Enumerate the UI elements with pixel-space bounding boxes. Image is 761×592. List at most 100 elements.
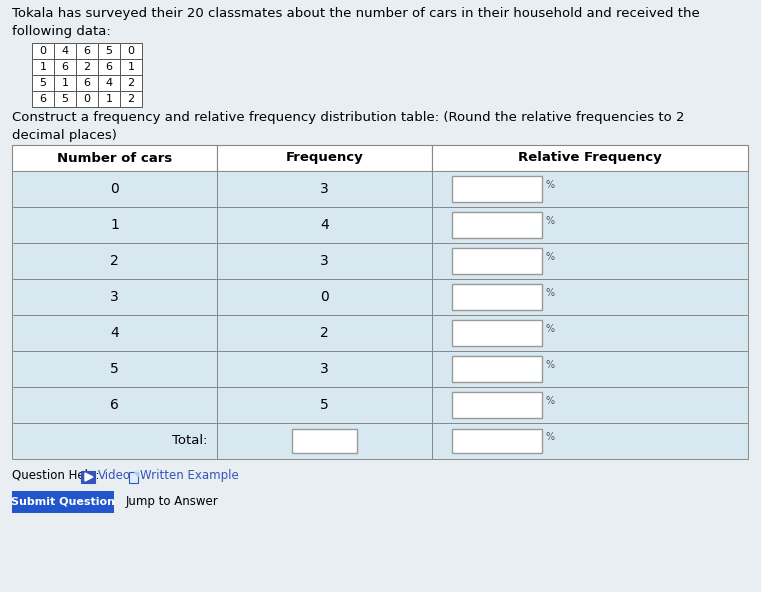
Text: Frequency: Frequency bbox=[285, 152, 363, 165]
Bar bbox=[217, 279, 432, 315]
Bar bbox=[98, 59, 120, 75]
Text: %: % bbox=[545, 432, 554, 442]
Bar bbox=[120, 43, 142, 59]
Polygon shape bbox=[134, 472, 138, 476]
Bar bbox=[217, 387, 432, 423]
Bar bbox=[292, 429, 357, 453]
Bar bbox=[217, 351, 432, 387]
Text: 1: 1 bbox=[106, 94, 113, 104]
Text: 5: 5 bbox=[110, 362, 119, 376]
Bar bbox=[12, 243, 217, 279]
Text: %: % bbox=[545, 324, 554, 334]
Text: Video: Video bbox=[98, 469, 131, 482]
Bar bbox=[32, 43, 54, 59]
Bar bbox=[98, 75, 120, 91]
Text: 6: 6 bbox=[110, 398, 119, 412]
Bar bbox=[432, 351, 748, 387]
Bar bbox=[452, 212, 542, 238]
Text: Tokala has surveyed their 20 classmates about the number of cars in their househ: Tokala has surveyed their 20 classmates … bbox=[12, 7, 700, 38]
Text: 4: 4 bbox=[320, 218, 329, 232]
Text: Number of cars: Number of cars bbox=[57, 152, 172, 165]
Bar bbox=[452, 284, 542, 310]
Bar bbox=[54, 91, 76, 107]
Text: 6: 6 bbox=[106, 62, 113, 72]
Text: 5: 5 bbox=[62, 94, 68, 104]
Bar bbox=[12, 279, 217, 315]
Bar bbox=[217, 145, 432, 171]
Text: 0: 0 bbox=[40, 46, 46, 56]
Text: 5: 5 bbox=[40, 78, 46, 88]
Bar bbox=[12, 171, 217, 207]
Text: 3: 3 bbox=[320, 254, 329, 268]
Bar bbox=[54, 75, 76, 91]
Bar bbox=[12, 491, 114, 513]
Bar bbox=[217, 243, 432, 279]
Bar bbox=[452, 176, 542, 202]
Text: %: % bbox=[545, 288, 554, 298]
Bar bbox=[432, 279, 748, 315]
Text: 1: 1 bbox=[40, 62, 46, 72]
Text: Relative Frequency: Relative Frequency bbox=[518, 152, 662, 165]
Bar bbox=[98, 43, 120, 59]
Bar bbox=[12, 207, 217, 243]
Bar bbox=[120, 75, 142, 91]
Bar bbox=[81, 471, 95, 483]
Bar bbox=[32, 59, 54, 75]
Text: Written Example: Written Example bbox=[140, 469, 239, 482]
Text: 6: 6 bbox=[40, 94, 46, 104]
Bar bbox=[12, 423, 217, 459]
Bar bbox=[217, 315, 432, 351]
Bar bbox=[12, 387, 217, 423]
Bar bbox=[432, 423, 748, 459]
Text: 4: 4 bbox=[62, 46, 68, 56]
Bar bbox=[452, 248, 542, 274]
Text: 2: 2 bbox=[110, 254, 119, 268]
Bar bbox=[432, 243, 748, 279]
Bar bbox=[432, 145, 748, 171]
Bar bbox=[12, 145, 217, 171]
Text: 0: 0 bbox=[320, 290, 329, 304]
Bar bbox=[129, 472, 138, 483]
Text: 1: 1 bbox=[62, 78, 68, 88]
Text: %: % bbox=[545, 396, 554, 406]
Bar bbox=[54, 43, 76, 59]
Bar bbox=[120, 59, 142, 75]
Bar bbox=[76, 59, 98, 75]
Text: 4: 4 bbox=[110, 326, 119, 340]
Bar bbox=[98, 91, 120, 107]
Text: 3: 3 bbox=[320, 362, 329, 376]
Text: %: % bbox=[545, 216, 554, 226]
Bar bbox=[217, 207, 432, 243]
Bar bbox=[217, 423, 432, 459]
Text: 2: 2 bbox=[127, 94, 135, 104]
Bar bbox=[32, 75, 54, 91]
Text: Construct a frequency and relative frequency distribution table: (Round the rela: Construct a frequency and relative frequ… bbox=[12, 111, 684, 142]
Text: Total:: Total: bbox=[171, 435, 207, 448]
Text: 0: 0 bbox=[110, 182, 119, 196]
Text: 6: 6 bbox=[84, 46, 91, 56]
Bar bbox=[76, 91, 98, 107]
Polygon shape bbox=[85, 473, 93, 481]
Text: 4: 4 bbox=[106, 78, 113, 88]
Text: 6: 6 bbox=[84, 78, 91, 88]
Bar bbox=[452, 429, 542, 453]
Text: 5: 5 bbox=[320, 398, 329, 412]
Bar bbox=[432, 315, 748, 351]
Text: 2: 2 bbox=[84, 62, 91, 72]
Bar bbox=[12, 315, 217, 351]
Bar bbox=[452, 392, 542, 418]
Bar bbox=[432, 171, 748, 207]
Text: 2: 2 bbox=[127, 78, 135, 88]
Bar bbox=[217, 171, 432, 207]
Bar bbox=[452, 356, 542, 382]
Text: 3: 3 bbox=[320, 182, 329, 196]
Text: 5: 5 bbox=[106, 46, 113, 56]
Bar bbox=[12, 351, 217, 387]
Text: Question Help:: Question Help: bbox=[12, 469, 100, 482]
Bar bbox=[54, 59, 76, 75]
Bar bbox=[432, 387, 748, 423]
Bar bbox=[76, 75, 98, 91]
Bar bbox=[120, 91, 142, 107]
Text: %: % bbox=[545, 252, 554, 262]
Text: Submit Question: Submit Question bbox=[11, 497, 115, 507]
